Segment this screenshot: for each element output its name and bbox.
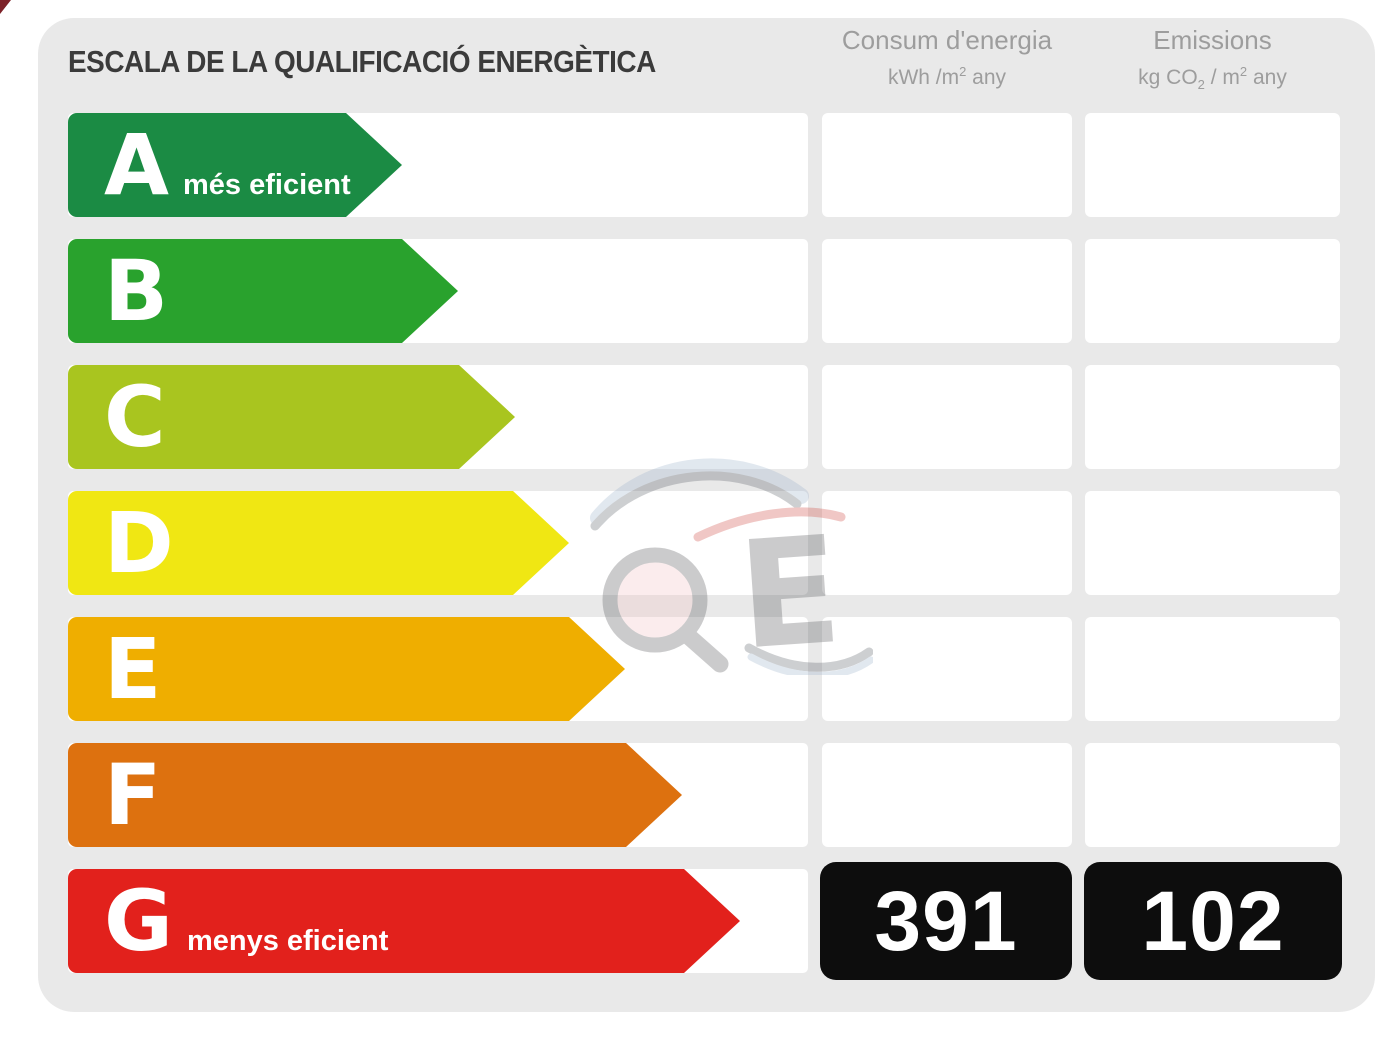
rating-bar-c: C	[68, 365, 515, 469]
emissions-value: 102	[1141, 873, 1285, 968]
rating-letter: F	[104, 746, 162, 844]
consum-value: 391	[874, 873, 1018, 968]
corner-mark	[0, 0, 11, 14]
consum-header-unit: kWh /m2 any	[887, 63, 1007, 89]
rating-bar-b: B	[68, 239, 458, 343]
emissions-column-header: Emissions kg CO2 / m2 any	[1085, 25, 1340, 93]
rating-row-b: B	[0, 239, 1400, 343]
emissions-cell	[1085, 113, 1340, 217]
consum-cell	[822, 617, 1072, 721]
consum-column-header: Consum d'energia kWh /m2 any	[822, 25, 1072, 90]
rating-bar-d: D	[68, 491, 569, 595]
rating-label: més eficient	[183, 169, 351, 201]
rating-letter: G	[104, 872, 173, 970]
rating-row-f: F	[0, 743, 1400, 847]
emissions-header-title: Emissions	[1153, 25, 1272, 55]
rating-bar-f: F	[68, 743, 682, 847]
rating-row-d: D	[0, 491, 1400, 595]
rating-letter: C	[104, 368, 166, 466]
emissions-cell	[1085, 617, 1340, 721]
rating-letter: A	[104, 116, 170, 214]
consum-cell	[822, 365, 1072, 469]
consum-cell	[822, 743, 1072, 847]
consum-cell	[822, 491, 1072, 595]
emissions-value-box: 102	[1084, 862, 1342, 980]
consum-header-title: Consum d'energia	[841, 25, 1053, 55]
rating-letter: B	[104, 242, 169, 340]
rating-letter: D	[104, 494, 174, 592]
consum-cell	[822, 239, 1072, 343]
emissions-cell	[1085, 491, 1340, 595]
emissions-cell	[1085, 239, 1340, 343]
rating-row-c: C	[0, 365, 1400, 469]
emissions-cell	[1085, 743, 1340, 847]
consum-value-box: 391	[820, 862, 1072, 980]
rating-row-e: E	[0, 617, 1400, 721]
page-title: ESCALA DE LA QUALIFICACIÓ ENERGÈTICA	[68, 44, 656, 79]
emissions-cell	[1085, 365, 1340, 469]
rating-label: menys eficient	[186, 925, 389, 957]
rating-bar-e: E	[68, 617, 625, 721]
rating-letter: E	[104, 620, 162, 718]
emissions-header-unit: kg CO2 / m2 any	[1138, 63, 1287, 93]
consum-cell	[822, 113, 1072, 217]
